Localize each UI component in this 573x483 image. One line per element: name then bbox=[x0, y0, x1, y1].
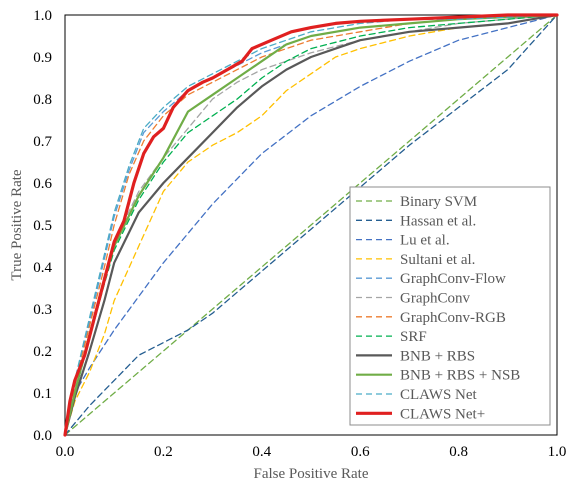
y-tick-label: 0.4 bbox=[33, 260, 52, 276]
series-line bbox=[63, 13, 559, 437]
series-line bbox=[64, 14, 558, 436]
legend: Binary SVM Hassan et al. Lu et al. Sultani … bbox=[349, 186, 551, 426]
y-tick-label: 0.8 bbox=[33, 92, 52, 108]
x-tick-label: 0.2 bbox=[154, 444, 173, 460]
legend-label: GraphConv-Flow bbox=[400, 271, 506, 287]
legend-label: Lu et al. bbox=[400, 233, 450, 249]
x-tick-label: 0.0 bbox=[56, 444, 75, 460]
legend-label: SRF bbox=[400, 329, 427, 345]
legend-label: Binary SVM bbox=[400, 194, 477, 210]
y-tick-label: 0.0 bbox=[33, 428, 52, 444]
legend-label: BNB + RBS bbox=[400, 348, 475, 364]
legend-label: BNB + RBS + NSB bbox=[400, 368, 520, 384]
legend-box bbox=[349, 186, 551, 426]
series-line bbox=[63, 13, 559, 437]
x-tick-label: 0.4 bbox=[252, 444, 271, 460]
x-tick-label: 0.6 bbox=[351, 444, 370, 460]
y-tick-label: 0.9 bbox=[33, 50, 52, 66]
series-line bbox=[64, 14, 558, 436]
y-tick-label: 0.6 bbox=[33, 176, 52, 192]
y-axis-title: True Positive Rate bbox=[9, 169, 25, 280]
legend-label: Hassan et al. bbox=[400, 213, 476, 229]
y-tick-label: 0.7 bbox=[33, 134, 52, 150]
y-tick-label: 0.3 bbox=[33, 302, 52, 318]
y-tick-label: 0.2 bbox=[33, 344, 52, 360]
x-tick-label: 1.0 bbox=[548, 444, 567, 460]
series-line bbox=[64, 14, 558, 436]
x-tick-label: 0.8 bbox=[449, 444, 468, 460]
x-axis-title: False Positive Rate bbox=[254, 466, 369, 482]
series-line bbox=[64, 14, 558, 436]
series-line bbox=[64, 14, 558, 436]
legend-label: GraphConv bbox=[400, 291, 470, 307]
legend-label: GraphConv-RGB bbox=[400, 310, 506, 326]
y-tick-label: 0.5 bbox=[33, 218, 52, 234]
legend-label: CLAWS Net bbox=[400, 387, 478, 403]
series-layer bbox=[63, 13, 559, 437]
series-line bbox=[64, 14, 558, 436]
tick-layer: 0.0 0.2 0.4 0.6 0.8 1.0 0.0 0.1 0.2 0.3 0.4 0.5 0.6 0… bbox=[33, 8, 566, 460]
legend-label: Sultani et al. bbox=[400, 252, 475, 268]
plot-frame bbox=[64, 14, 558, 436]
y-tick-label: 1.0 bbox=[33, 8, 52, 24]
legend-label: CLAWS Net+ bbox=[400, 406, 485, 422]
y-tick-label: 0.1 bbox=[33, 386, 52, 402]
